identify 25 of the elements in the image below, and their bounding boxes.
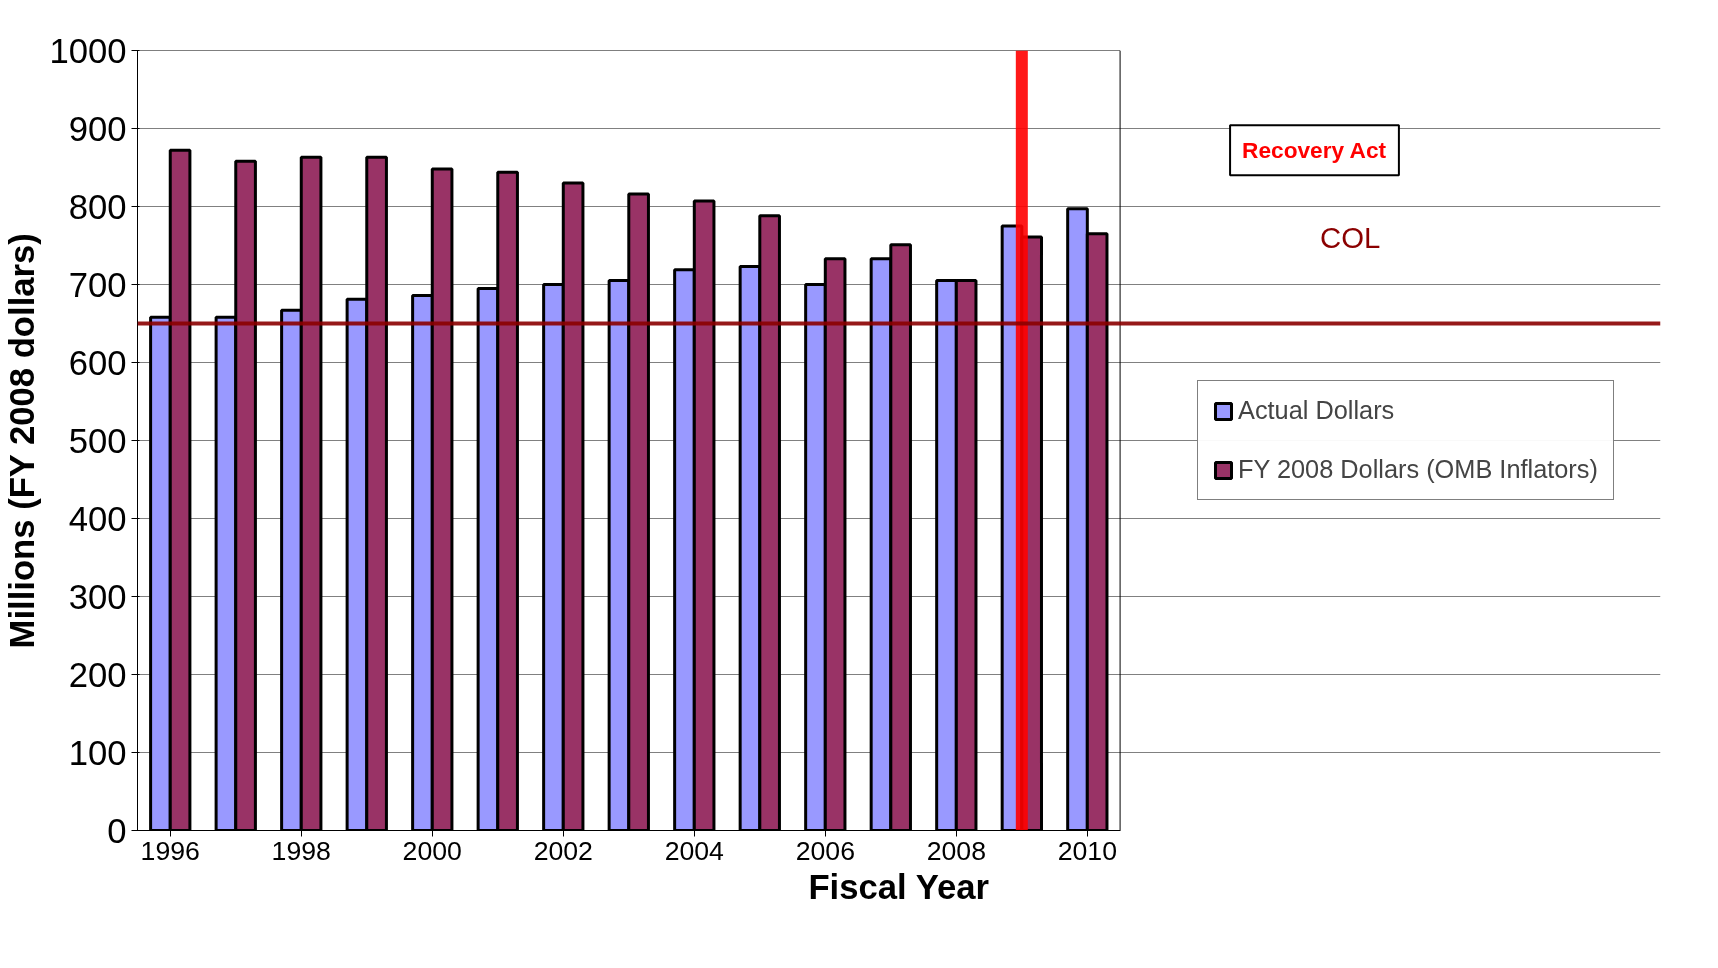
x-tick-label: 2004 [664,835,725,866]
y-tick-label: 600 [68,343,127,382]
y-tick-label: 300 [68,577,127,616]
y-tick-label: 500 [68,421,127,460]
y-tick-label: 800 [68,187,127,226]
x-tick-label: 1996 [140,835,200,866]
x-tick-label: 2006 [795,835,855,866]
x-axis-title: Fiscal Year [808,867,989,906]
y-tick-label: 900 [68,109,127,148]
y-axis-title: Millions (FY 2008 dollars) [3,233,42,649]
y-tick-label: 100 [68,733,127,772]
x-tick-label: 1998 [271,835,331,866]
y-tick-label: 200 [68,655,127,694]
legend-label: FY 2008 Dollars (OMB Inflators) [1238,455,1598,484]
x-tick-label: 2002 [533,835,593,866]
x-tick-label: 2000 [402,835,462,866]
ref-line-label: COL [1320,220,1381,254]
y-tick-label: 1000 [49,31,127,70]
y-tick-label: 400 [68,499,127,538]
x-tick-label: 2008 [926,835,986,866]
y-tick-label: 700 [68,265,127,304]
x-tick-label: 2010 [1057,835,1117,866]
ref-line-label: Recovery Act [1242,137,1387,164]
y-tick-label: 0 [107,811,127,850]
legend-label: Actual Dollars [1238,396,1395,425]
